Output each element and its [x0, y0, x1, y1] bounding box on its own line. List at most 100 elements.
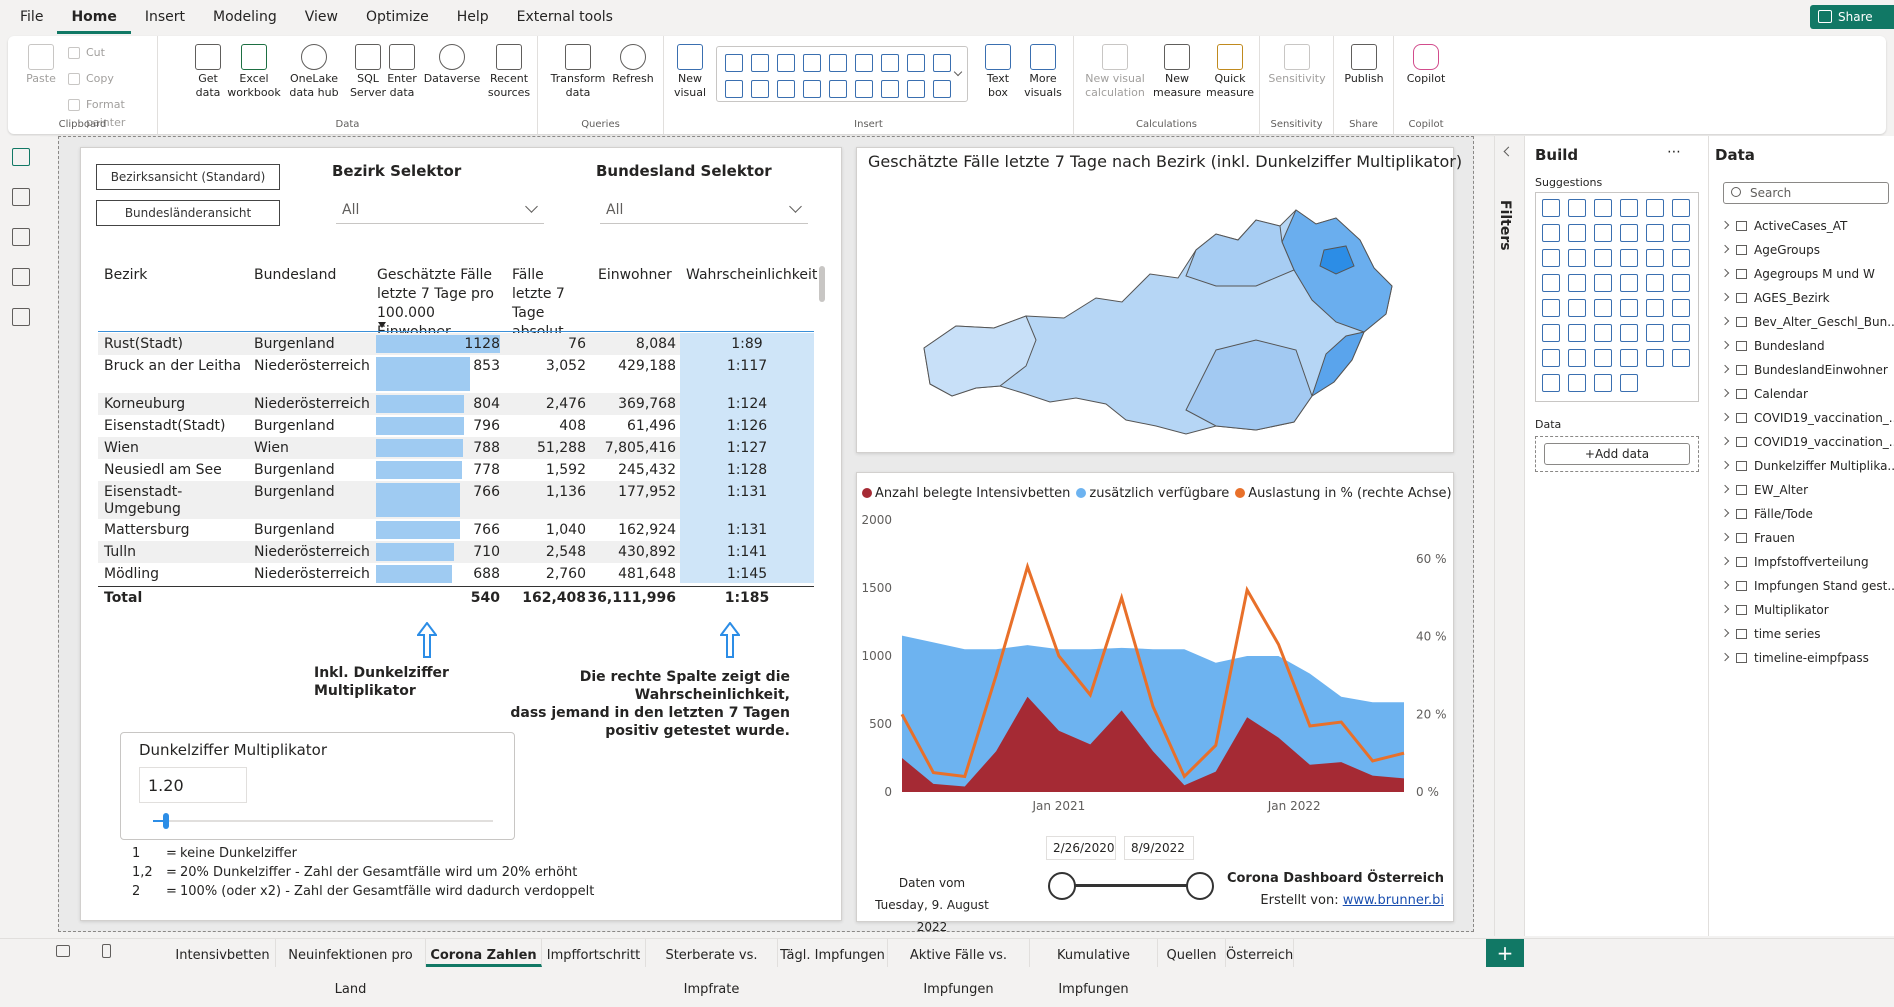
visual-type-icon[interactable] [829, 80, 847, 98]
suggested-visual-icon[interactable] [1620, 349, 1638, 367]
menu-help[interactable]: Help [456, 9, 489, 25]
table-row[interactable]: Wien Wien 788 51,288 7,805,416 1:127 [98, 437, 814, 459]
series-auslastung-line[interactable] [900, 561, 1405, 780]
suggested-visual-icon[interactable] [1568, 274, 1586, 292]
header-bundesland[interactable]: Bundesland [254, 267, 337, 283]
header-einwohner[interactable]: Einwohner [598, 267, 672, 283]
menu-insert[interactable]: Insert [144, 9, 186, 25]
visual-type-icon[interactable] [881, 54, 899, 72]
suggested-visual-icon[interactable] [1542, 274, 1560, 292]
page-tab[interactable]: Österreich [1226, 939, 1294, 967]
page-tab[interactable]: Sterberate vs. Impfrate [646, 939, 778, 997]
visual-type-icon[interactable] [725, 80, 743, 98]
suggested-visual-icon[interactable] [1594, 249, 1612, 267]
mobile-layout-icon[interactable] [102, 944, 111, 958]
austria-map[interactable] [916, 190, 1396, 440]
format-painter-button[interactable]: Format painter [68, 96, 157, 129]
table-row[interactable]: Rust(Stadt) Burgenland 1128 76 8,084 1:89 [98, 333, 814, 355]
tmdl-view-icon[interactable] [12, 308, 30, 326]
visual-type-icon[interactable] [803, 54, 821, 72]
suggested-visual-icon[interactable] [1594, 324, 1612, 342]
add-data-button[interactable]: +Add data [1544, 443, 1690, 465]
suggested-visual-icon[interactable] [1568, 299, 1586, 317]
copilot-button[interactable]: Copilot [1400, 44, 1452, 86]
menu-optimize[interactable]: Optimize [365, 9, 429, 25]
model-view-icon[interactable] [12, 228, 30, 246]
legend-item[interactable]: zusätzlich verfügbare [1076, 486, 1229, 501]
visual-type-icon[interactable] [855, 80, 873, 98]
visual-type-icon[interactable] [751, 80, 769, 98]
table-row[interactable]: Korneuburg Niederösterreich 804 2,476 369,76… [98, 393, 814, 415]
add-page-button[interactable]: + [1486, 939, 1524, 967]
suggested-visual-icon[interactable] [1620, 224, 1638, 242]
suggested-visual-icon[interactable] [1672, 324, 1690, 342]
suggested-visual-icon[interactable] [1594, 224, 1612, 242]
icu-chart[interactable]: 0 500 1000 1500 2000 0 % 20 % 40 % 60 % Jan 2021 J… [856, 504, 1454, 814]
sort-desc-icon[interactable] [378, 322, 386, 328]
transform-data-button[interactable]: Transform data [550, 44, 606, 100]
suggested-visual-icon[interactable] [1594, 299, 1612, 317]
suggested-visual-icon[interactable] [1568, 199, 1586, 217]
sql-server-button[interactable]: SQL Server [348, 44, 388, 100]
table-row[interactable]: Mattersburg Burgenland 766 1,040 162,924 1:13… [98, 519, 814, 541]
visual-type-icon[interactable] [907, 54, 925, 72]
page-tab[interactable]: Quellen [1158, 939, 1226, 967]
date-slider-track[interactable] [1062, 884, 1200, 887]
suggested-visual-icon[interactable] [1620, 324, 1638, 342]
suggested-visual-icon[interactable] [1672, 299, 1690, 317]
suggested-visual-icon[interactable] [1568, 249, 1586, 267]
menu-home[interactable]: Home [57, 0, 131, 34]
suggested-visual-icon[interactable] [1542, 249, 1560, 267]
get-data-button[interactable]: Get data [188, 44, 228, 100]
visual-gallery[interactable] [716, 46, 968, 102]
menu-modeling[interactable]: Modeling [213, 9, 277, 25]
suggested-visual-icon[interactable] [1672, 249, 1690, 267]
suggested-visual-icon[interactable] [1672, 224, 1690, 242]
paste-button[interactable]: Paste [18, 44, 64, 86]
new-measure-button[interactable]: New measure [1152, 44, 1202, 100]
suggested-visual-icon[interactable] [1594, 199, 1612, 217]
share-button[interactable]: Share [1810, 5, 1894, 29]
date-slider-start-thumb[interactable] [1048, 872, 1076, 900]
legend-item[interactable]: Auslastung in % (rechte Achse) [1235, 486, 1452, 501]
more-visuals-button[interactable]: More visuals [1018, 44, 1068, 100]
bundeslaenderansicht-button[interactable]: Bundesländeransicht [96, 200, 280, 226]
suggested-visual-icon[interactable] [1646, 299, 1664, 317]
bundesland-selector-dropdown[interactable]: All [600, 194, 808, 224]
date-end-input[interactable]: 8/9/2022 [1124, 836, 1194, 860]
quick-measure-button[interactable]: Quick measure [1204, 44, 1256, 100]
visual-type-icon[interactable] [829, 54, 847, 72]
refresh-button[interactable]: Refresh [610, 44, 656, 86]
suggested-visual-icon[interactable] [1542, 299, 1560, 317]
enter-data-button[interactable]: Enter data [382, 44, 422, 100]
suggested-visual-icon[interactable] [1620, 199, 1638, 217]
multiplier-slider-track[interactable] [153, 820, 493, 822]
visual-type-icon[interactable] [881, 80, 899, 98]
date-slider-end-thumb[interactable] [1186, 872, 1214, 900]
publish-button[interactable]: Publish [1340, 44, 1388, 86]
chevron-left-icon[interactable] [1503, 146, 1514, 157]
new-visual-button[interactable]: New visual [670, 44, 710, 100]
visual-type-icon[interactable] [855, 54, 873, 72]
visual-type-icon[interactable] [777, 54, 795, 72]
table-row[interactable]: Eisenstadt(Stadt) Burgenland 796 408 61,496 1… [98, 415, 814, 437]
page-tab[interactable]: Tägl. Impfungen [778, 939, 888, 967]
menu-view[interactable]: View [304, 9, 338, 25]
suggested-visual-icon[interactable] [1620, 374, 1638, 392]
table-scrollbar[interactable] [819, 266, 825, 302]
suggested-visual-icon[interactable] [1620, 249, 1638, 267]
report-view-icon[interactable] [12, 148, 30, 166]
sensitivity-button[interactable]: Sensitivity [1264, 44, 1330, 86]
recent-sources-button[interactable]: Recent sources [484, 44, 534, 100]
suggested-visual-icon[interactable] [1594, 274, 1612, 292]
dataverse-button[interactable]: Dataverse [422, 44, 482, 86]
copy-button[interactable]: Copy [68, 70, 114, 88]
suggested-visual-icon[interactable] [1568, 349, 1586, 367]
suggested-visual-icon[interactable] [1542, 199, 1560, 217]
multiplier-input[interactable]: 1.20 [139, 767, 247, 803]
table-row[interactable]: Mödling Niederösterreich 688 2,760 481,648 1:… [98, 563, 814, 583]
header-bezirk[interactable]: Bezirk [104, 267, 148, 283]
credit-link[interactable]: www.brunner.bi [1342, 893, 1444, 908]
visual-type-icon[interactable] [933, 54, 951, 72]
page-tab[interactable]: Neuinfektionen pro Land [276, 939, 426, 997]
